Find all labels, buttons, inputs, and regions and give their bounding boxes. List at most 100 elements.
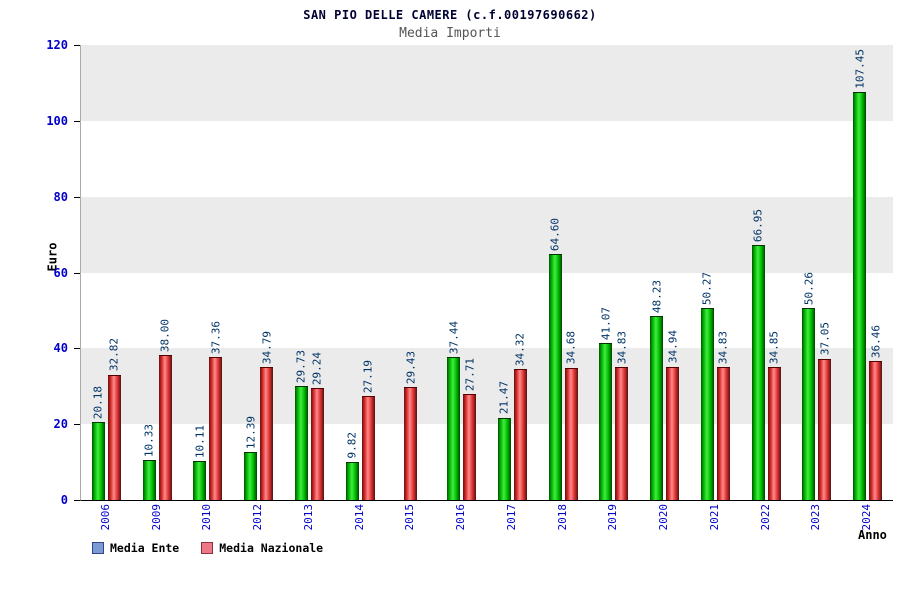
bar-group-2022: 66.95 34.85 xyxy=(741,45,792,500)
bar-value-label: 10.11 xyxy=(193,424,207,458)
bar-value-label: 34.79 xyxy=(260,330,274,365)
bar-group-2017: 21.47 34.32 xyxy=(487,45,538,500)
media-ente-bar: 9.82 xyxy=(345,432,359,500)
media-ente-bar: 50.27 xyxy=(700,272,714,500)
x-tick-label: 2022 xyxy=(758,504,772,531)
x-tick-label: 2012 xyxy=(251,504,265,531)
x-tick-label: 2015 xyxy=(403,504,417,531)
bar-value-label: 64.60 xyxy=(548,217,562,252)
y-tick-mark xyxy=(74,120,80,122)
x-tick-label: 2020 xyxy=(657,504,671,531)
chart-subtitle: Media Importi xyxy=(399,26,501,41)
x-tick-cell: 2022 xyxy=(740,504,791,546)
media-ente-bar: 29.73 xyxy=(294,350,308,500)
media-nazionale-bar: 29.43 xyxy=(404,351,418,500)
bar-group-2013: 29.73 29.24 xyxy=(284,45,335,500)
media-ente-bar: 37.44 xyxy=(447,321,461,500)
bar-value-label: 41.07 xyxy=(599,307,613,341)
bar-value-label: 10.33 xyxy=(142,423,156,457)
media-nazionale-bar: 34.83 xyxy=(615,331,629,500)
y-tick-mark xyxy=(74,196,80,198)
media-nazionale-bar: 34.68 xyxy=(564,331,578,500)
x-tick-label: 2023 xyxy=(809,504,823,531)
media-ente-bar: 21.47 xyxy=(497,381,511,500)
bar-group-2014: 9.82 27.19 xyxy=(335,45,386,500)
x-tick-cell: 2021 xyxy=(689,504,740,546)
bar-group-2024: 107.45 36.46 xyxy=(842,45,893,500)
legend: Media Ente Media Nazionale xyxy=(92,541,323,555)
bar-value-label: 29.24 xyxy=(310,352,324,386)
x-tick-label: 2009 xyxy=(149,504,163,531)
legend-item: Media Nazionale xyxy=(201,541,323,555)
y-tick-label: 100 xyxy=(46,113,68,128)
bar-value-label: 50.27 xyxy=(700,272,714,306)
media-ente-bar: 10.33 xyxy=(142,424,156,500)
media-ente-bar: 107.45 xyxy=(853,49,867,500)
bar-group-2006: 20.18 32.82 xyxy=(81,45,132,500)
x-tick-cell: 2013 xyxy=(283,504,334,546)
bar-value-label: 20.18 xyxy=(91,386,105,420)
media-ente-bar: 10.11 xyxy=(193,425,207,500)
bar-value-label: 34.94 xyxy=(666,330,680,364)
x-tick-label: 2013 xyxy=(301,504,315,531)
bar-value-label: 34.83 xyxy=(615,330,629,364)
x-axis-title: Anno xyxy=(858,528,887,542)
media-ente-bar: 41.07 xyxy=(599,307,613,500)
x-tick-cell: 2016 xyxy=(435,504,486,546)
bar-value-label: 66.95 xyxy=(751,209,765,243)
legend-swatch-icon xyxy=(92,542,104,554)
x-tick-cell: 2014 xyxy=(334,504,385,546)
bar-group-2016: 37.44 27.71 xyxy=(436,45,487,500)
x-tick-cell: 2020 xyxy=(638,504,689,546)
x-tick-cell: 2018 xyxy=(537,504,588,546)
x-tick-label: 2024 xyxy=(860,504,874,531)
media-nazionale-bar: 34.32 xyxy=(513,333,527,500)
x-tick-label: 2016 xyxy=(454,504,468,531)
bar-groups: 20.18 32.82 10.33 38.00 10.11 37.36 12.39 34.79… xyxy=(81,45,893,500)
bar-value-label: 50.26 xyxy=(802,272,816,306)
media-ente-bar: 20.18 xyxy=(91,386,105,500)
y-tick-mark xyxy=(74,348,80,350)
x-tick-label: 2021 xyxy=(707,504,721,531)
y-tick-mark xyxy=(74,500,80,501)
x-tick-label: 2017 xyxy=(504,504,518,531)
media-nazionale-bar: 27.19 xyxy=(361,360,375,500)
media-nazionale-bar: 29.24 xyxy=(310,352,324,500)
bar-group-2021: 50.27 34.83 xyxy=(690,45,741,500)
bar-value-label: 37.05 xyxy=(818,322,832,356)
y-tick-label: 60 xyxy=(53,265,68,280)
bar-value-label: 29.73 xyxy=(294,350,308,384)
media-nazionale-bar: 32.82 xyxy=(107,338,121,500)
media-nazionale-bar: 27.71 xyxy=(463,358,477,500)
bar-value-label: 107.45 xyxy=(853,48,867,89)
bar-value-label: 34.83 xyxy=(716,330,730,364)
media-nazionale-bar: 34.85 xyxy=(767,331,781,500)
y-tick-label: 40 xyxy=(53,341,68,356)
y-tick-mark xyxy=(74,272,80,274)
bar-value-label: 34.85 xyxy=(767,330,781,364)
media-ente-bar: 48.23 xyxy=(650,280,664,500)
bar-value-label: 37.36 xyxy=(209,321,223,355)
y-tick-label: 80 xyxy=(53,189,68,204)
y-tick-mark xyxy=(74,424,80,426)
bar-value-label: 27.71 xyxy=(463,357,477,391)
x-tick-cell: 2019 xyxy=(588,504,639,546)
plot-band xyxy=(81,45,893,121)
bar-value-label: 27.19 xyxy=(361,359,375,393)
bar-value-label: 34.32 xyxy=(513,332,527,366)
media-ente-bar: 64.60 xyxy=(548,218,562,500)
x-tick-cell: 2012 xyxy=(232,504,283,546)
media-ente-bar: 12.39 xyxy=(244,416,258,500)
x-tick-cell: 2023 xyxy=(791,504,842,546)
bar-group-2012: 12.39 34.79 xyxy=(233,45,284,500)
bar-value-label: 21.47 xyxy=(497,381,511,415)
bar-value-label: 12.39 xyxy=(244,415,258,450)
x-axis-labels: 2006 2009 2010 2012 2013 2014 2015 2016 2017 2018… xyxy=(80,504,892,546)
plot-band xyxy=(81,120,893,197)
x-tick-cell: 2010 xyxy=(182,504,233,546)
legend-swatch-icon xyxy=(201,542,214,554)
legend-item: Media Ente xyxy=(92,541,179,555)
y-tick-mark xyxy=(74,45,80,46)
media-nazionale-bar: 37.05 xyxy=(818,322,832,500)
